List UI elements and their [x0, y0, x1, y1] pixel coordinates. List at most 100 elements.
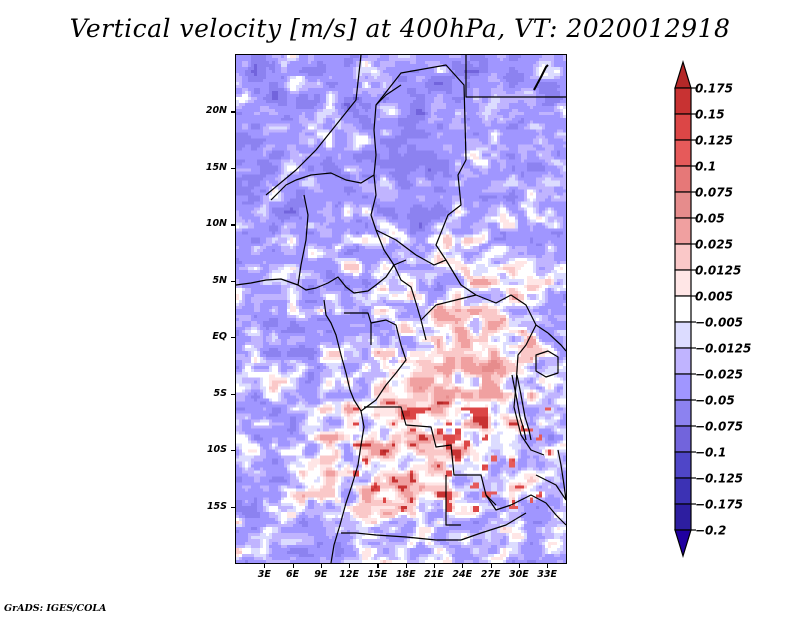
colorbar-label: −0.125	[695, 472, 743, 486]
border-drc-north	[420, 294, 477, 321]
lake-tanganyika	[511, 374, 532, 441]
y-tick-mark	[231, 224, 236, 226]
x-tick-label: 9E	[314, 569, 328, 580]
border-gabon	[344, 312, 372, 345]
y-tick-label: EQ	[212, 331, 227, 343]
border-car-sudan	[375, 229, 549, 334]
x-tick-mark	[405, 563, 407, 568]
colorbar-box	[674, 425, 692, 453]
y-tick-mark	[231, 111, 236, 113]
x-tick-label: 12E	[339, 569, 359, 580]
y-tick-mark	[231, 393, 236, 395]
border-zambia-malawi	[485, 494, 567, 526]
y-tick-label: 10S	[206, 444, 227, 456]
colorbar-box	[674, 295, 692, 323]
x-tick-mark	[518, 563, 521, 568]
colorbar-box	[674, 217, 692, 245]
y-tick-label: 15N	[205, 161, 227, 173]
map-frame	[235, 54, 567, 564]
border-nigeria-benin	[297, 194, 309, 286]
colorbar-box	[674, 451, 692, 479]
lake-victoria	[535, 350, 559, 378]
border-congo-drc	[360, 319, 407, 412]
colorbar-label: −0.075	[695, 420, 743, 434]
colorbar-label: 0.15	[695, 108, 725, 122]
x-tick-label: 6E	[286, 569, 300, 580]
x-tick-mark	[349, 563, 351, 568]
colorbar-box	[674, 87, 692, 115]
x-tick-mark	[264, 563, 266, 568]
red-sea-coast	[533, 64, 549, 91]
colorbar-box	[674, 503, 692, 531]
x-tick-mark	[377, 563, 379, 568]
border-angola-zambia	[445, 475, 461, 526]
y-tick-label: 5S	[213, 387, 227, 399]
border-drc-angola	[364, 406, 497, 506]
y-tick-label: 20N	[205, 105, 227, 117]
y-tick-mark	[231, 280, 236, 282]
colorbar-label: 0.125	[695, 134, 733, 148]
colorbar-label: −0.0125	[695, 342, 751, 356]
vertical-velocity-field	[236, 55, 566, 563]
colorbar-box	[674, 399, 692, 427]
footer-credit: GrADS: IGES/COLA	[4, 603, 107, 614]
colorbar-label: −0.025	[695, 368, 743, 382]
colorbar-box	[674, 191, 692, 219]
y-tick-label: 10N	[205, 218, 227, 230]
border-libya-chad	[375, 64, 467, 161]
colorbar-label: 0.175	[695, 82, 733, 96]
coastline-west-africa	[235, 259, 407, 294]
border-uganda-kenya	[547, 332, 567, 352]
border-egypt-sudan	[465, 55, 566, 98]
border-angola-namibia	[341, 532, 461, 541]
colorbar-box	[674, 347, 692, 375]
x-tick-label: 27E	[480, 569, 501, 580]
colorbar-box	[674, 113, 692, 141]
colorbar-label: 0.075	[695, 186, 733, 200]
colorbar-extend-min	[674, 529, 692, 559]
border-drc-east	[513, 324, 545, 456]
border-cameroon-car	[393, 264, 427, 341]
x-tick-label: 24E	[452, 569, 473, 580]
colorbar-box	[674, 321, 692, 349]
lake-malawi	[557, 449, 567, 501]
border-nigeria-chad	[370, 174, 395, 266]
y-tick-label: 15S	[206, 500, 227, 512]
colorbar-extend-max	[674, 59, 692, 89]
colorbar-box	[674, 373, 692, 401]
x-tick-label: 3E	[257, 569, 271, 580]
colorbar-label: 0.1	[695, 160, 716, 174]
colorbar-label: 0.0125	[695, 264, 741, 278]
map-plot-area	[235, 54, 567, 564]
x-tick-label: 33E	[537, 569, 557, 580]
colorbar: 0.175 0.15 0.125 0.1 0.075 0.05 0.025 0.0125 0.0…	[674, 59, 751, 559]
x-tick-mark	[490, 563, 492, 568]
border-mozambique	[535, 474, 567, 501]
country-borders	[235, 54, 567, 564]
colorbar-box	[674, 139, 692, 167]
y-tick-mark	[231, 167, 236, 170]
x-tick-mark	[292, 563, 294, 568]
y-tick-mark	[231, 450, 236, 452]
x-tick-label: 15E	[367, 569, 388, 580]
colorbar-box	[674, 165, 692, 193]
colorbar-label: −0.05	[695, 394, 735, 408]
colorbar-label: −0.175	[695, 498, 743, 512]
x-tick-label: 18E	[395, 569, 416, 580]
colorbar-label: 0.025	[695, 238, 733, 252]
x-tick-label: 21E	[424, 569, 444, 580]
y-tick-mark	[231, 337, 236, 339]
colorbar-box	[674, 243, 692, 271]
y-tick-mark	[231, 506, 236, 508]
x-tick-label: 30E	[508, 569, 529, 580]
colorbar-box	[674, 269, 692, 297]
colorbar-label: −0.1	[695, 446, 726, 460]
colorbar-box	[674, 477, 692, 505]
x-tick-mark	[320, 563, 323, 568]
x-tick-mark	[547, 563, 549, 568]
colorbar-label: 0.05	[695, 212, 725, 226]
x-tick-mark	[462, 563, 464, 568]
colorbar-label: −0.005	[695, 316, 743, 330]
colorbar-label: 0.005	[695, 290, 733, 304]
x-tick-mark	[434, 563, 436, 568]
